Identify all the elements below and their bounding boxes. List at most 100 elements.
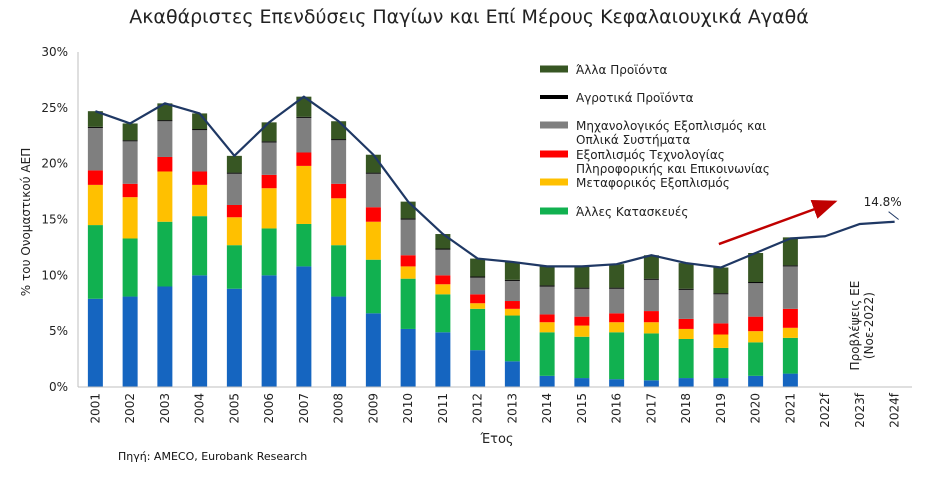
legend-label-line: Αγροτικά Προϊόντα: [576, 91, 694, 105]
bar-segment: [400, 278, 416, 329]
x-tick-label: 2008: [332, 393, 346, 424]
source-note: Πηγή: AMECO, Eurobank Research: [118, 450, 308, 463]
legend-label-line: Μεταφορικός Εξοπλισμός: [576, 176, 730, 190]
bar-segment: [261, 275, 277, 387]
bar-segment: [539, 285, 555, 287]
bar-segment: [609, 379, 625, 387]
bar-segment: [296, 117, 312, 153]
bar-segment: [678, 378, 694, 387]
bar-segment: [261, 228, 277, 276]
bar-segment: [365, 207, 381, 222]
bar-segment: [539, 286, 555, 315]
bar-segment: [122, 296, 138, 387]
bar-segment: [713, 378, 729, 387]
legend-label-line: Άλλα Προϊόντα: [576, 63, 668, 77]
bar-segment: [539, 322, 555, 333]
bar-segment: [748, 253, 764, 283]
bar-segment: [87, 184, 103, 226]
bar-segment: [400, 201, 416, 219]
x-tick-label: 2018: [679, 393, 693, 424]
x-tick-label: 2015: [575, 393, 589, 424]
x-tick-label: 2003: [158, 393, 172, 424]
bar-segment: [782, 373, 798, 387]
bar-segment: [192, 129, 208, 131]
forecast-label: Προβλέψεις ΕΕ(Νοε-2022): [848, 281, 876, 371]
bar-segment: [748, 282, 764, 284]
bar-segment: [782, 237, 798, 266]
bar-segment: [331, 198, 347, 246]
legend-label-line: Πληροφορικής και Επικοινωνίας: [576, 162, 770, 176]
bar-segment: [504, 279, 520, 281]
x-tick-label: 2002: [123, 393, 137, 424]
x-tick-label: 2017: [644, 393, 658, 424]
bar-segment: [365, 154, 381, 173]
bar-segment: [122, 123, 138, 141]
x-tick-label: 2020: [749, 393, 763, 424]
bar-segment: [470, 308, 486, 351]
bar-segment: [226, 155, 242, 173]
x-tick-label: 2001: [88, 393, 102, 424]
bar-segment: [470, 277, 486, 295]
y-tick-label: 30%: [41, 45, 68, 59]
bar-segment: [192, 216, 208, 276]
bar-segment: [365, 221, 381, 260]
bar-segment: [400, 218, 416, 220]
bar-segment: [226, 172, 242, 174]
legend-label: Αγροτικά Προϊόντα: [576, 91, 694, 105]
bar-segment: [609, 264, 625, 288]
forecast-label-line: Προβλέψεις ΕΕ: [848, 281, 862, 371]
end-value-label: 14.8%: [864, 195, 902, 209]
x-tick-label: 2013: [505, 393, 519, 424]
bar-segment: [157, 120, 173, 122]
bar-segment: [296, 152, 312, 166]
bar-segment: [435, 332, 451, 387]
legend-swatch: [540, 150, 568, 158]
bar-segment: [609, 313, 625, 323]
bar-segment: [365, 259, 381, 314]
bar-segment: [470, 350, 486, 387]
bar-segment: [296, 165, 312, 224]
bar-segment: [435, 248, 451, 250]
bar-segment: [192, 275, 208, 387]
bar-segment: [713, 323, 729, 335]
bar-segment: [400, 328, 416, 387]
bar-segment: [748, 316, 764, 332]
bar-segment: [261, 122, 277, 142]
bar-segment: [122, 141, 138, 184]
trend-arrow: [718, 199, 838, 246]
x-tick-label: 2007: [297, 393, 311, 424]
legend-swatch: [540, 65, 568, 73]
bar-segment: [192, 171, 208, 185]
legend-label-line: Μηχανολογικός Εξοπλισμός και: [576, 119, 766, 133]
bar-segment: [748, 331, 764, 343]
y-tick-label: 5%: [49, 324, 68, 338]
bar-segment: [435, 249, 451, 276]
x-tick-label: 2022f: [818, 392, 832, 428]
x-tick-label: 2006: [262, 393, 276, 424]
bar-segment: [748, 375, 764, 387]
chart-title: Ακαθάριστες Επενδύσεις Παγίων και Επί Μέ…: [129, 6, 809, 28]
bar-segment: [678, 263, 694, 289]
bar-segment: [122, 197, 138, 239]
x-tick-label: 2010: [401, 393, 415, 424]
bar-segment: [713, 347, 729, 379]
bar-segment: [192, 184, 208, 217]
bar-segment: [782, 265, 798, 267]
bar-segment: [122, 238, 138, 297]
bar-segment: [365, 313, 381, 387]
bar-segment: [782, 308, 798, 328]
forecast-label-line: (Νοε-2022): [862, 292, 876, 359]
bar-segment: [470, 258, 486, 277]
bar-segment: [782, 337, 798, 374]
bar-segment: [400, 266, 416, 279]
bar-segment: [574, 336, 590, 379]
legend-label: Εξοπλισμός Τεχνολογίας Πληροφορικής και Ε…: [576, 148, 770, 176]
bar-segment: [539, 314, 555, 323]
legend-label-line: Άλλες Κατασκευές: [576, 205, 688, 219]
x-tick-label: 2016: [610, 393, 624, 424]
y-tick-label: 25%: [41, 101, 68, 115]
bar-segment: [331, 139, 347, 141]
bar-segment: [331, 296, 347, 387]
bar-segment: [504, 301, 520, 309]
